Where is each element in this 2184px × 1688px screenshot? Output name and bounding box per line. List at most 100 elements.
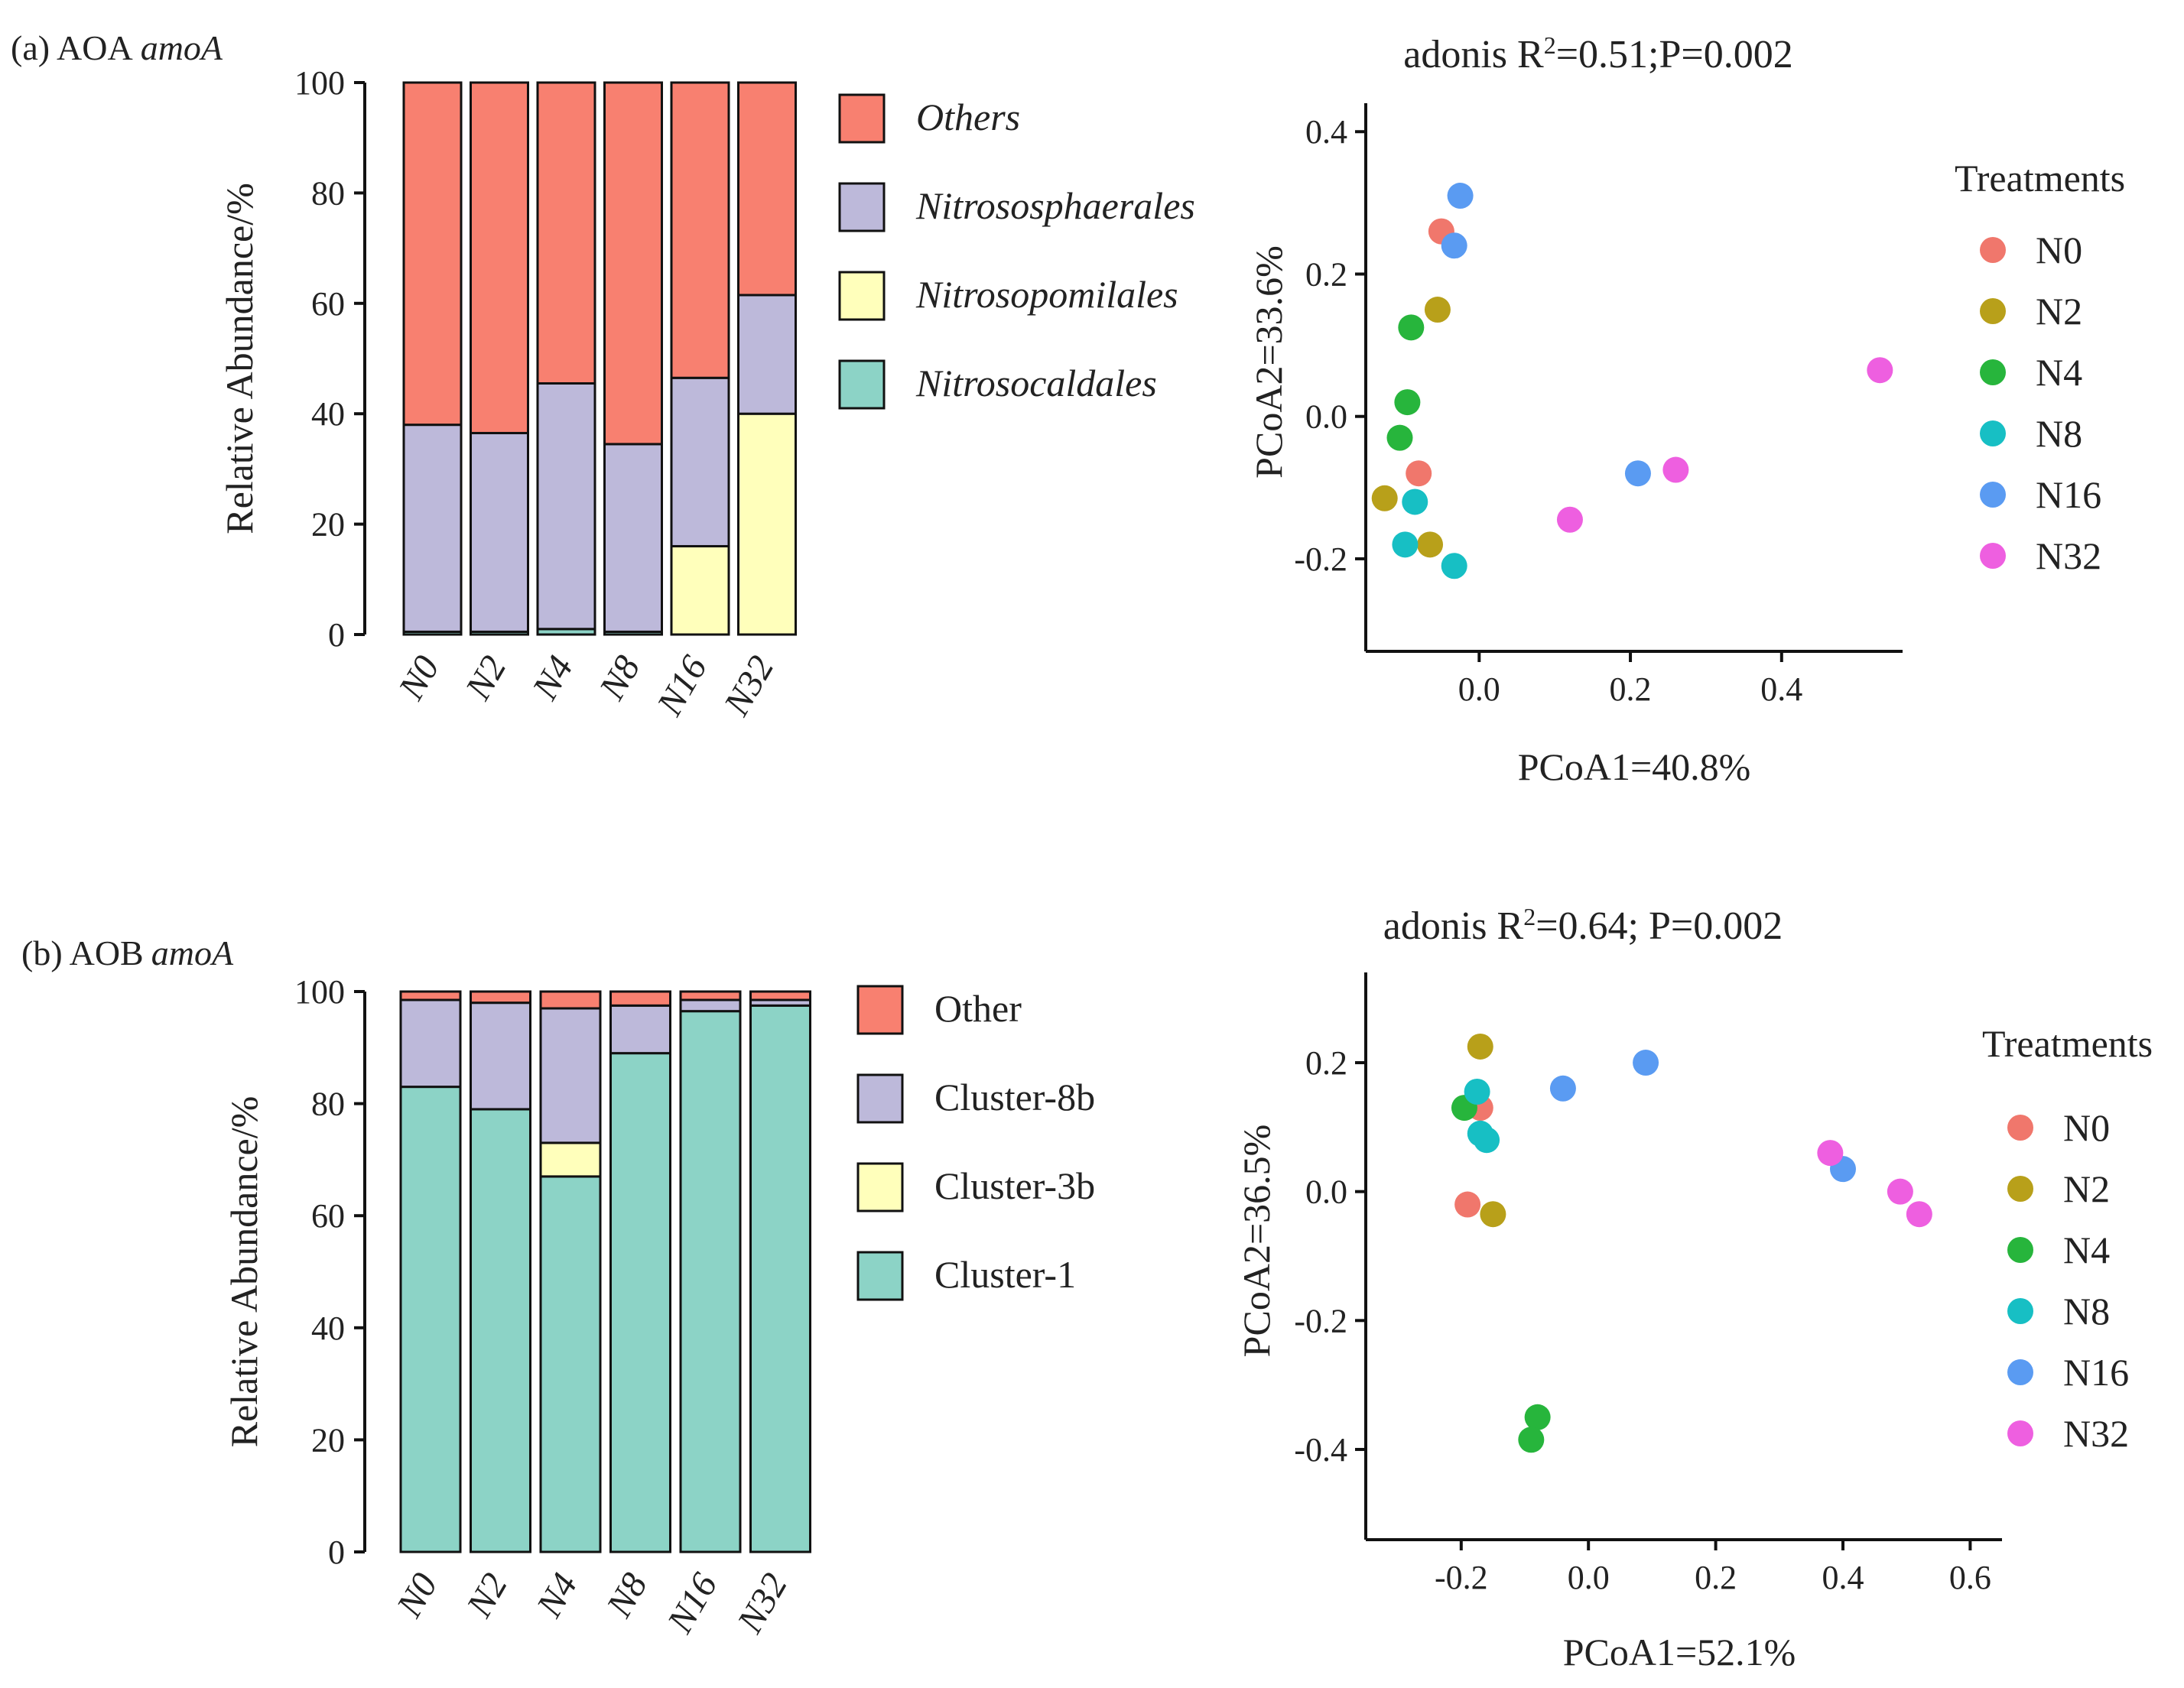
bar-segment-nitrososphaerales-n4	[536, 381, 596, 631]
y-tick-label: 80	[311, 1086, 345, 1123]
panel-label-text: (b) AOB	[21, 933, 144, 972]
point-n0	[1454, 1191, 1481, 1218]
legend-label: N4	[2036, 351, 2082, 394]
legend-label: Cluster-1	[934, 1253, 1076, 1296]
y-tick-label: 0.0	[1305, 1173, 1347, 1211]
x-tick-label: 0.2	[1695, 1559, 1737, 1596]
legend-label: Cluster-8b	[934, 1076, 1095, 1118]
y-tick-label: -0.2	[1294, 1302, 1347, 1339]
legend-marker	[2007, 1420, 2033, 1446]
bar-segment-others-n8	[603, 81, 663, 446]
point-n16	[1549, 1075, 1576, 1102]
x-category-label: N8	[591, 649, 648, 707]
bar-segment-other-n4	[539, 990, 602, 1010]
y-tick-label: -0.2	[1294, 540, 1347, 578]
x-category-label: N8	[599, 1566, 655, 1625]
aoa-pcoa-title: adonis R2=0.51;P=0.002	[1403, 31, 1792, 76]
point-n32	[1867, 357, 1893, 384]
y-tick-label: 0.4	[1305, 113, 1347, 151]
y-tick-label: 100	[294, 973, 345, 1011]
aoa-bar-panel-label: (a) AOA amoA	[11, 28, 223, 67]
y-tick-label: 0.2	[1305, 1044, 1347, 1082]
legend-label: Others	[916, 96, 1020, 138]
legend-marker	[1980, 420, 2006, 446]
title-part: adonis R	[1383, 904, 1524, 948]
legend-swatch	[856, 985, 904, 1035]
point-n8	[1474, 1127, 1500, 1154]
bar-segment-others-n2	[470, 81, 529, 434]
point-n8	[1441, 553, 1467, 579]
point-n16	[1633, 1050, 1659, 1076]
aob-pcoa-xlabel: PCoA1=52.1%	[1563, 1631, 1796, 1673]
y-tick-label: -0.4	[1294, 1431, 1347, 1469]
bar-segment-other-n32	[749, 990, 811, 1001]
bar-segment-cluster-8b-n16	[679, 998, 742, 1013]
legend-marker	[1980, 543, 2006, 569]
legend-marker	[2007, 1298, 2033, 1324]
point-n32	[1662, 456, 1689, 483]
bar-segment-cluster-8b-n4	[539, 1007, 602, 1144]
panel-label-gene: amoA	[151, 933, 234, 972]
legend-label: N8	[2036, 412, 2082, 455]
bar-segment-cluster-1-n16	[679, 1010, 742, 1553]
x-category-label: N0	[388, 1566, 445, 1625]
legend-marker	[1980, 482, 2006, 508]
bar-segment-nitrososphaerales-n2	[470, 431, 529, 633]
legend-marker	[2007, 1115, 2033, 1141]
panel-label-text: (a) AOA	[11, 28, 133, 67]
aob-pcoa-chart: adonis R2=0.64; P=0.002 -0.2 0.0 0.2 0.4 0.6 0…	[1235, 903, 2153, 1673]
point-n2	[1480, 1201, 1506, 1228]
x-category-label: N32	[716, 649, 782, 723]
point-n16	[1441, 232, 1467, 259]
legend-label: Nitrosopomilales	[915, 273, 1178, 316]
x-tick-label: -0.2	[1435, 1559, 1488, 1596]
y-tick-label: 0	[328, 1534, 345, 1571]
legend-label: N0	[2036, 229, 2082, 271]
legend-marker	[1980, 237, 2006, 263]
x-category-label: N4	[525, 649, 581, 707]
bar-segment-others-n0	[402, 81, 463, 427]
title-part: =0.51;P=0.002	[1556, 33, 1793, 76]
bar-segment-other-n2	[470, 990, 531, 1005]
point-n32	[1887, 1178, 1913, 1205]
legend-swatch	[838, 271, 886, 321]
bar-segment-others-n16	[670, 81, 730, 379]
point-n4	[1398, 314, 1425, 341]
bar-segment-other-n16	[679, 990, 742, 1001]
legend-label: N32	[2036, 534, 2101, 577]
aob-bar-ylabel: Relative Abundance/%	[223, 1096, 265, 1448]
point-n8	[1392, 531, 1419, 558]
legend-label: N8	[2063, 1290, 2110, 1333]
x-category-label: N2	[459, 1566, 515, 1625]
bar-segment-nitrososphaerales-n16	[670, 376, 730, 547]
x-category-label: N16	[649, 649, 715, 723]
x-category-label: N2	[457, 649, 514, 707]
legend-swatch	[856, 1073, 904, 1124]
legend-label: Nitrosocaldales	[915, 362, 1157, 404]
bar-segment-cluster-8b-n0	[399, 998, 462, 1089]
legend-label: Other	[934, 987, 1022, 1030]
bar-segment-others-n32	[737, 81, 797, 297]
aob-pcoa-ylabel: PCoA2=36.5%	[1235, 1125, 1278, 1358]
legend-label: N16	[2036, 473, 2101, 516]
bar-segment-cluster-8b-n8	[609, 1004, 671, 1055]
bar-segment-nitrosopomilales-n16	[670, 544, 730, 636]
x-category-label: N0	[391, 649, 447, 707]
legend-label: N4	[2063, 1229, 2110, 1271]
y-tick-label: 60	[311, 1197, 345, 1235]
bar-segment-cluster-1-n4	[539, 1175, 602, 1553]
point-n4	[1518, 1427, 1545, 1453]
aoa-pcoa-xlabel: PCoA1=40.8%	[1518, 745, 1751, 788]
point-n0	[1406, 460, 1432, 487]
point-n16	[1447, 183, 1474, 209]
y-tick-label: 0.0	[1305, 398, 1347, 436]
bar-segment-other-n0	[399, 990, 462, 1001]
x-tick-label: 0.0	[1458, 670, 1500, 708]
point-n4	[1394, 389, 1421, 416]
x-tick-label: 0.4	[1822, 1559, 1864, 1596]
x-tick-label: 0.2	[1610, 670, 1652, 708]
y-tick-label: 40	[311, 1310, 345, 1347]
bar-segment-nitrososphaerales-n0	[402, 424, 463, 633]
title-superscript: 2	[1544, 31, 1556, 59]
